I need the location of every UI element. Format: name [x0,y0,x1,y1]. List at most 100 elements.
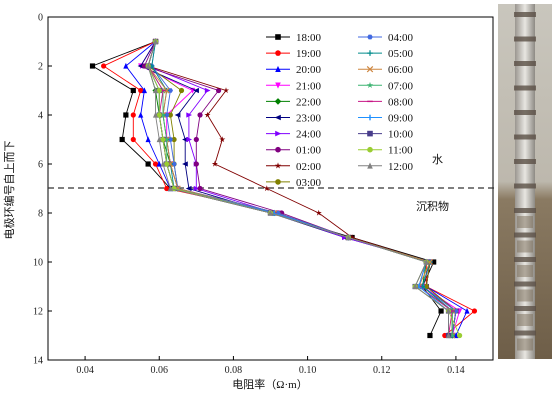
data-point [274,98,282,105]
x-tick-label: 0.12 [373,365,391,376]
electrode-ring [514,134,536,140]
legend-label: 09:00 [388,113,414,125]
y-tick-label: 6 [38,160,43,171]
data-point [130,112,136,118]
data-point [130,136,136,143]
data-point [152,87,159,94]
legend-label: 19:00 [296,48,322,60]
legend-item: 01:00 [266,145,322,157]
legend-label: 08:00 [388,96,414,108]
data-point [204,87,211,94]
data-point [185,185,192,192]
electrode-ring [514,281,536,287]
legend-label: 20:00 [296,64,322,76]
electrode-ring [514,306,536,311]
data-point [119,136,125,143]
electrode-ring [514,183,536,189]
electrode-ring [514,232,536,238]
data-point [267,209,274,216]
data-point [152,38,159,45]
data-point [145,161,151,167]
series-layer [89,38,478,339]
legend-label: 12:00 [388,161,414,173]
electrode-ring [514,85,536,91]
data-point [197,112,203,118]
data-point [367,146,373,153]
data-point [366,81,374,89]
data-point [211,160,218,167]
legend: 18:00 19:00 20:00 21:00 22:00 23:00 24:00 01:00… [262,28,414,189]
data-point [152,161,159,167]
sediment-stain [517,314,533,326]
data-point [275,82,281,89]
data-point [156,87,162,94]
data-point [412,283,418,290]
legend-label: 24:00 [296,129,322,141]
legend-label: 22:00 [296,96,322,108]
data-point [156,112,162,118]
legend-label: 03:00 [296,177,322,189]
data-point [193,136,199,143]
data-point [101,63,107,69]
electrode-ring [514,330,536,336]
data-point [156,160,162,167]
data-point [315,209,322,216]
data-point [367,50,373,56]
legend-label: 21:00 [296,80,322,92]
data-point [164,112,170,118]
y-tick-label: 2 [38,62,43,73]
x-tick-label: 0.14 [447,365,465,376]
legend-item: 22:00 [266,96,322,108]
legend-label: 01:00 [296,145,322,157]
electrode-rings [514,12,536,351]
legend-item: 08:00 [358,96,414,108]
data-point [123,112,129,118]
legend-label: 18:00 [296,32,322,44]
rod-body [515,4,535,359]
data-point [174,112,181,118]
sediment-stain [517,265,533,277]
legend-item: 11:00 [358,145,413,157]
data-point [167,88,173,93]
legend-item: 19:00 [266,48,322,60]
data-point [193,161,199,167]
electrode-ring [514,110,536,115]
data-point [349,234,356,241]
data-point [178,87,185,94]
data-point [186,112,193,118]
legend-label: 02:00 [296,161,322,173]
sediment-stain [517,289,533,302]
data-point [130,87,136,94]
data-point [222,87,230,94]
data-point [193,87,199,94]
data-point [145,62,151,69]
data-point [431,259,437,265]
data-point [182,161,188,167]
data-point [219,136,226,143]
x-tick-label: 0.10 [299,365,317,376]
legend-label: 06:00 [388,64,414,76]
sediment-stain [517,216,533,228]
data-point [449,332,456,339]
legend-item: 20:00 [266,64,322,76]
data-point [193,185,200,192]
legend-box [262,28,402,178]
data-point [123,62,129,69]
data-point [345,234,351,241]
legend-label: 05:00 [388,48,414,60]
y-tick-label: 12 [33,307,43,318]
legend-item: 18:00 [266,32,322,44]
data-point [186,136,193,143]
data-point [171,161,177,167]
x-tick-label: 0.06 [151,365,169,376]
legend-item: 10:00 [358,129,414,141]
data-point [163,87,170,94]
electrode-ring [514,12,536,17]
electrode-rod-photo [498,4,552,359]
data-point [464,307,470,314]
axis-ticks: 0.04 0.06 0.08 0.10 0.12 0.14 0 2 4 6 8 10 12 14 [33,13,465,377]
data-point [423,258,429,265]
data-point [160,136,166,143]
data-point [89,63,96,69]
